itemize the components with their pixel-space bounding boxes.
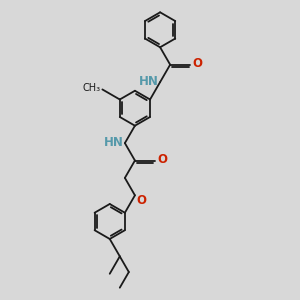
Text: O: O	[193, 57, 202, 70]
Text: HN: HN	[139, 75, 159, 88]
Text: O: O	[157, 153, 167, 166]
Text: HN: HN	[104, 136, 124, 149]
Text: O: O	[136, 194, 146, 207]
Text: CH₃: CH₃	[83, 83, 101, 94]
